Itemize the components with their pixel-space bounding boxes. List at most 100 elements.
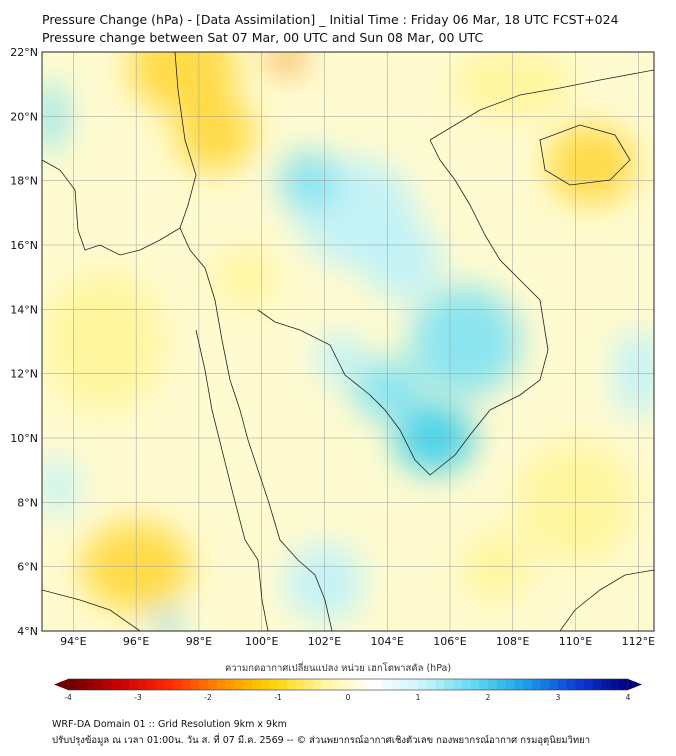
- colorbar-segment: [566, 679, 576, 690]
- field-blob: [44, 271, 165, 412]
- latitude-label: 22°N: [10, 46, 38, 59]
- field-blob: [315, 332, 366, 383]
- latitude-labels: 22°N 20°N 18°N 16°N 14°N 12°N 10°N 8°N 6°N 4°N: [10, 46, 38, 638]
- colorbar-segment: [575, 679, 585, 690]
- colorbar-segment: [505, 679, 515, 690]
- field-blob: [42, 456, 78, 517]
- longitude-label: 100°E: [245, 635, 278, 648]
- colorbar-segment: [146, 679, 156, 690]
- map-title: Pressure Change (hPa) - [Data Assimilati…: [42, 12, 619, 27]
- colorbar-max-arrow: [628, 679, 642, 690]
- colorbar-segment: [164, 679, 174, 690]
- colorbar-segment: [155, 679, 165, 690]
- colorbar-tick-label: -1: [274, 693, 282, 702]
- colorbar-segment: [208, 679, 218, 690]
- colorbar-segment: [496, 679, 506, 690]
- colorbar-segment: [409, 679, 419, 690]
- colorbar: -4 -3 -2 -1 0 1 2 3 4: [54, 678, 642, 702]
- colorbar-segment: [251, 679, 261, 690]
- colorbar-segment: [514, 679, 524, 690]
- colorbar-segment: [418, 679, 428, 690]
- field-blob: [151, 611, 184, 631]
- colorbar-segment: [549, 679, 559, 690]
- coastlines: [42, 52, 654, 631]
- field-blob: [410, 286, 521, 397]
- latitude-label: 20°N: [10, 110, 38, 123]
- latitude-label: 10°N: [10, 432, 38, 445]
- field-blob: [216, 247, 276, 308]
- latitude-label: 4°N: [17, 625, 38, 638]
- colorbar-segment: [234, 679, 244, 690]
- colorbar-tick-label: -4: [64, 693, 72, 702]
- longitude-label: 96°E: [123, 635, 149, 648]
- latitude-label: 12°N: [10, 368, 38, 381]
- colorbar-segment: [461, 679, 471, 690]
- longitude-label: 102°E: [308, 635, 341, 648]
- colorbar-segment: [304, 679, 314, 690]
- longitude-label: 108°E: [496, 635, 529, 648]
- colorbar-segment: [619, 679, 629, 690]
- colorbar-segment: [225, 679, 235, 690]
- latitude-label: 18°N: [10, 175, 38, 188]
- colorbar-segment: [94, 679, 104, 690]
- colorbar-segment: [426, 679, 436, 690]
- colorbar-tick-label: -2: [204, 693, 212, 702]
- colorbar-segment: [444, 679, 454, 690]
- colorbar-tick-label: 1: [416, 693, 421, 702]
- colorbar-segment: [488, 679, 498, 690]
- colorbar-segment: [348, 679, 358, 690]
- colorbar-segment: [339, 679, 349, 690]
- colorbar-segment: [243, 679, 253, 690]
- colorbar-segment: [295, 679, 305, 690]
- graticule: [42, 51, 654, 632]
- colorbar-segment: [400, 679, 410, 690]
- sumatra-coast: [42, 589, 141, 631]
- colorbar-segment: [190, 679, 200, 690]
- colorbar-segment: [383, 679, 393, 690]
- footer-credit: ปรับปรุงข้อมูล ณ เวลา 01:00น. วัน ส. ที่…: [52, 735, 591, 746]
- colorbar-segment: [391, 679, 401, 690]
- field-blob: [362, 221, 443, 302]
- colorbar-segment: [374, 679, 384, 690]
- colorbar-tick-label: 4: [626, 693, 631, 702]
- plot-frame: [41, 51, 655, 632]
- colorbar-segment: [76, 679, 86, 690]
- colorbar-min-arrow: [54, 679, 68, 690]
- colorbar-segment: [558, 679, 568, 690]
- colorbar-segment: [260, 679, 270, 690]
- longitude-label: 110°E: [559, 635, 592, 648]
- colorbar-segment: [321, 679, 331, 690]
- colorbar-segment: [269, 679, 279, 690]
- latitude-label: 6°N: [17, 561, 38, 574]
- longitude-label: 98°E: [186, 635, 212, 648]
- china-coast: [429, 69, 654, 141]
- longitude-label: 104°E: [371, 635, 404, 648]
- colorbar-segment: [330, 679, 340, 690]
- colorbar-segment: [286, 679, 296, 690]
- borneo-coast: [559, 569, 654, 631]
- map-subtitle: Pressure change between Sat 07 Mar, 00 U…: [42, 30, 484, 45]
- colorbar-segment: [356, 679, 366, 690]
- colorbar-segment: [103, 679, 113, 690]
- colorbar-segment: [313, 679, 323, 690]
- colorbar-tick-label: 3: [556, 693, 561, 702]
- colorbar-segment: [120, 679, 130, 690]
- colorbar-segment: [531, 679, 541, 690]
- colorbar-segment: [85, 679, 95, 690]
- latitude-label: 8°N: [17, 496, 38, 509]
- colorbar-segment: [610, 679, 620, 690]
- mainland-coast: [174, 52, 333, 631]
- footer-model-info: WRF-DA Domain 01 :: Grid Resolution 9km …: [52, 719, 287, 730]
- colorbar-segment: [129, 679, 139, 690]
- colorbar-segment: [111, 679, 121, 690]
- colorbar-segment: [216, 679, 226, 690]
- colorbar-segment: [365, 679, 375, 690]
- colorbar-tick-label: -3: [134, 693, 142, 702]
- field-blob: [174, 92, 255, 173]
- colorbar-segment: [584, 679, 594, 690]
- hainan-island: [539, 124, 631, 186]
- field-blob: [546, 124, 637, 205]
- colorbar-segment: [435, 679, 445, 690]
- colorbar-tick-label: 2: [486, 693, 491, 702]
